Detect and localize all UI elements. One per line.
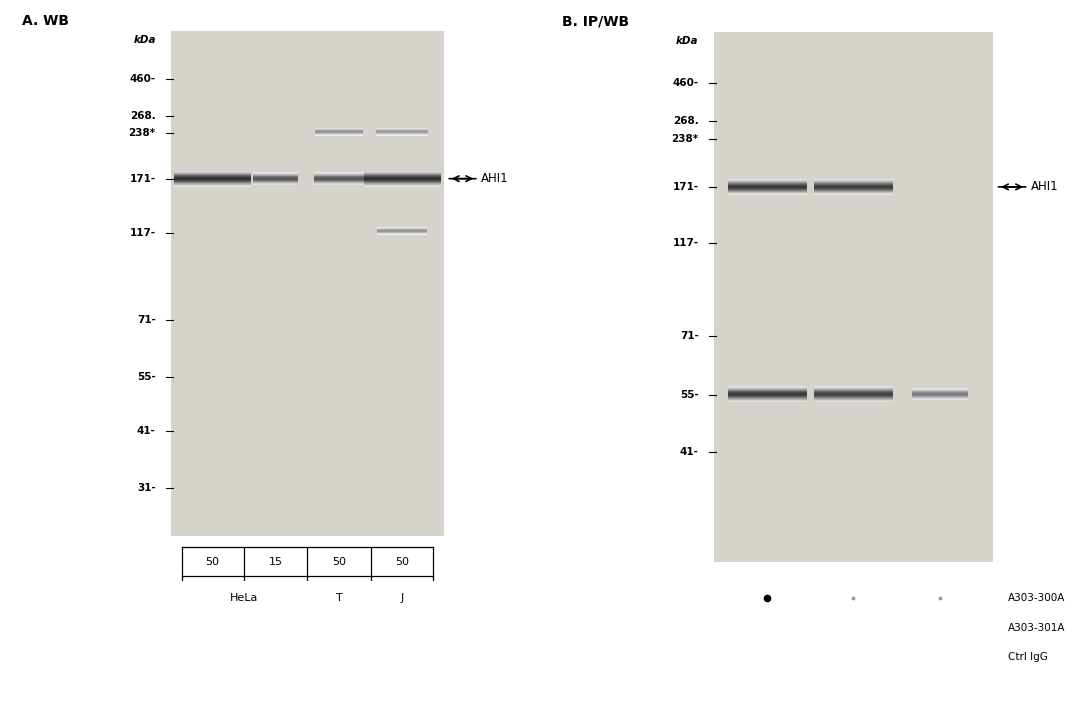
Text: 238*: 238*	[672, 134, 699, 144]
Text: 117-: 117-	[130, 228, 156, 238]
Text: J: J	[401, 593, 404, 603]
Text: 171-: 171-	[673, 182, 699, 192]
Bar	[171, 31, 444, 536]
Text: B. IP/WB: B. IP/WB	[562, 14, 629, 28]
Text: 31-: 31-	[137, 483, 156, 493]
Text: 50: 50	[332, 557, 346, 566]
Text: A303-301A: A303-301A	[1009, 623, 1066, 632]
Text: 50: 50	[395, 557, 409, 566]
Text: 55-: 55-	[680, 391, 699, 401]
Text: 460-: 460-	[130, 74, 156, 84]
Text: 238*: 238*	[129, 128, 156, 138]
Text: A. WB: A. WB	[22, 14, 69, 28]
Text: 268.: 268.	[673, 116, 699, 126]
Text: 41-: 41-	[137, 426, 156, 436]
Text: 171-: 171-	[130, 174, 156, 184]
Text: 50: 50	[205, 557, 219, 566]
Text: T: T	[336, 593, 342, 603]
Text: 41-: 41-	[679, 447, 699, 457]
Text: AHI1: AHI1	[482, 172, 509, 185]
Text: 460-: 460-	[673, 78, 699, 88]
Text: 117-: 117-	[673, 238, 699, 248]
Text: AHI1: AHI1	[1031, 180, 1058, 194]
Text: 71-: 71-	[137, 316, 156, 325]
Text: 15: 15	[269, 557, 283, 566]
Text: 55-: 55-	[137, 372, 156, 382]
Text: 71-: 71-	[679, 331, 699, 341]
Bar	[714, 32, 994, 562]
Text: Ctrl IgG: Ctrl IgG	[1009, 652, 1049, 662]
Text: kDa: kDa	[133, 35, 156, 45]
Text: 268.: 268.	[130, 111, 156, 121]
Text: A303-300A: A303-300A	[1009, 593, 1066, 603]
Text: HeLa: HeLa	[230, 593, 258, 603]
Text: kDa: kDa	[676, 36, 699, 46]
